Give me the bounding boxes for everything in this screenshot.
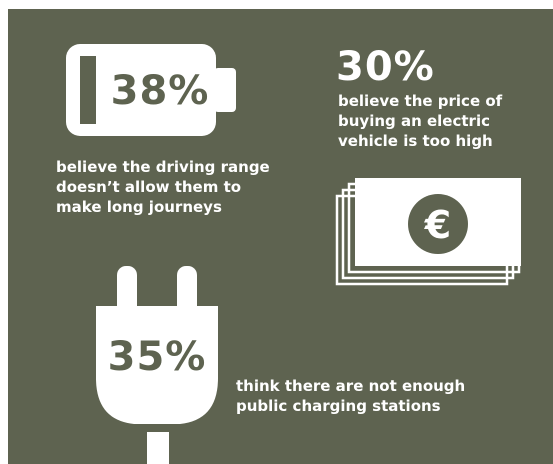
stat-text: doesn’t allow them to bbox=[56, 178, 241, 196]
stat-text: public charging stations bbox=[236, 397, 441, 415]
stat-text: vehicle is too high bbox=[338, 132, 493, 150]
stat-text: believe the driving range bbox=[56, 158, 270, 176]
plug-icon bbox=[96, 266, 218, 464]
stat-text: think there are not enough bbox=[236, 377, 465, 395]
currency-symbol: € bbox=[424, 203, 451, 247]
stat-text: make long journeys bbox=[56, 198, 222, 216]
coin bbox=[408, 194, 468, 254]
stat-value: 30% bbox=[336, 44, 435, 90]
stat-value: 35% bbox=[108, 334, 207, 380]
stat-text: believe the price of bbox=[338, 92, 503, 110]
battery-icon bbox=[66, 44, 236, 136]
stat-text: buying an electric bbox=[338, 112, 490, 130]
stat-value: 38% bbox=[111, 68, 210, 114]
